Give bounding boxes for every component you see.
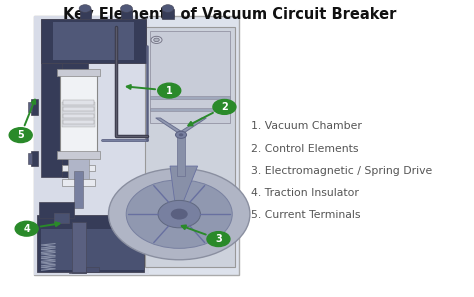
Circle shape: [158, 83, 181, 98]
FancyBboxPatch shape: [27, 153, 32, 164]
FancyBboxPatch shape: [64, 120, 94, 124]
FancyBboxPatch shape: [54, 213, 69, 223]
Circle shape: [109, 168, 250, 260]
FancyBboxPatch shape: [39, 202, 74, 218]
Circle shape: [162, 5, 174, 12]
Circle shape: [15, 221, 38, 236]
FancyBboxPatch shape: [31, 151, 38, 166]
FancyBboxPatch shape: [145, 27, 235, 267]
FancyBboxPatch shape: [80, 9, 91, 19]
FancyBboxPatch shape: [41, 229, 144, 270]
FancyBboxPatch shape: [64, 107, 94, 111]
FancyBboxPatch shape: [62, 63, 88, 176]
FancyBboxPatch shape: [62, 179, 95, 186]
Circle shape: [158, 200, 201, 228]
Text: 1. Vacuum Chamber: 1. Vacuum Chamber: [251, 121, 362, 131]
Text: 1: 1: [166, 86, 173, 96]
FancyBboxPatch shape: [72, 222, 85, 273]
Text: 5: 5: [18, 130, 24, 140]
Text: 2: 2: [221, 102, 228, 112]
FancyBboxPatch shape: [57, 69, 100, 76]
FancyBboxPatch shape: [41, 63, 70, 176]
Circle shape: [9, 128, 32, 143]
Circle shape: [151, 36, 162, 43]
Circle shape: [79, 5, 91, 12]
Text: 2. Control Elements: 2. Control Elements: [251, 143, 358, 154]
Polygon shape: [70, 267, 100, 273]
FancyBboxPatch shape: [150, 31, 230, 123]
FancyBboxPatch shape: [64, 114, 94, 118]
FancyBboxPatch shape: [53, 22, 134, 60]
FancyBboxPatch shape: [60, 73, 98, 156]
Polygon shape: [156, 118, 206, 135]
Text: Key Elements of Vacuum Circuit Breaker: Key Elements of Vacuum Circuit Breaker: [63, 7, 397, 23]
FancyBboxPatch shape: [27, 102, 32, 112]
FancyBboxPatch shape: [35, 16, 149, 275]
Text: 3. Electromagnetic / Spring Drive: 3. Electromagnetic / Spring Drive: [251, 166, 432, 176]
Text: 4. Traction Insulator: 4. Traction Insulator: [251, 188, 358, 198]
Circle shape: [175, 131, 187, 138]
Circle shape: [179, 133, 183, 136]
FancyBboxPatch shape: [74, 171, 83, 208]
FancyBboxPatch shape: [62, 102, 95, 127]
FancyBboxPatch shape: [68, 158, 89, 184]
Circle shape: [207, 232, 230, 247]
FancyBboxPatch shape: [41, 19, 146, 63]
FancyBboxPatch shape: [121, 9, 132, 19]
Text: 5. Current Terminals: 5. Current Terminals: [251, 210, 360, 220]
FancyBboxPatch shape: [31, 99, 38, 115]
FancyBboxPatch shape: [35, 16, 239, 275]
FancyBboxPatch shape: [162, 9, 174, 19]
Circle shape: [126, 180, 232, 248]
FancyBboxPatch shape: [57, 151, 100, 159]
FancyBboxPatch shape: [62, 165, 95, 171]
FancyBboxPatch shape: [64, 100, 94, 105]
Circle shape: [171, 208, 188, 219]
FancyBboxPatch shape: [177, 135, 185, 176]
Polygon shape: [170, 166, 198, 200]
FancyBboxPatch shape: [150, 108, 230, 111]
Text: 4: 4: [23, 224, 30, 234]
FancyBboxPatch shape: [150, 96, 230, 99]
Text: 3: 3: [215, 234, 222, 244]
Circle shape: [120, 5, 132, 12]
FancyBboxPatch shape: [37, 215, 144, 272]
Circle shape: [213, 99, 236, 114]
Circle shape: [154, 38, 159, 42]
